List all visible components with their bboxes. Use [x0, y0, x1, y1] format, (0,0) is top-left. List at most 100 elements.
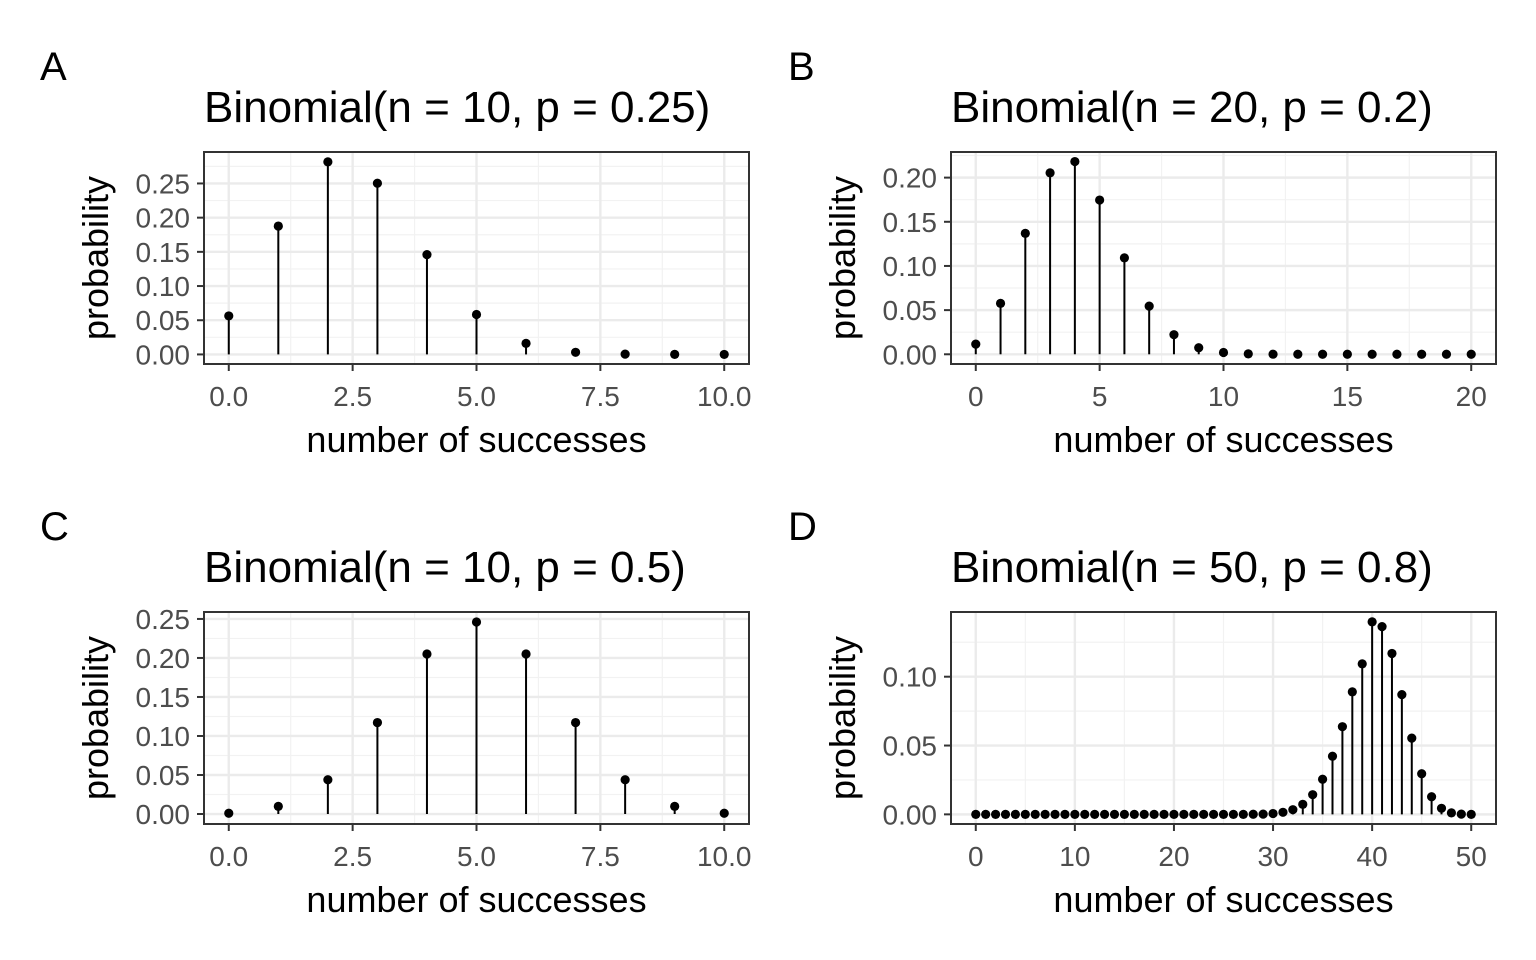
x-tick-label: 20 [1456, 381, 1487, 412]
point-0 [224, 311, 234, 321]
point-3 [372, 717, 383, 728]
x-tick-label: 5.0 [457, 381, 496, 412]
point-1 [995, 298, 1006, 309]
point-6 [521, 338, 531, 348]
y-tick-label: 0.15 [883, 207, 938, 238]
chart-title: Binomial(n = 10, p = 0.5) [204, 543, 686, 592]
point-1 [273, 801, 283, 811]
point-18 [1417, 349, 1427, 359]
y-tick-label: 0.05 [136, 305, 191, 336]
point-41 [1377, 621, 1387, 632]
point-4 [422, 249, 432, 260]
point-2 [323, 157, 333, 167]
y-tick-label: 0.05 [883, 295, 938, 326]
point-13 [1293, 349, 1303, 359]
x-tick-label: 20 [1158, 841, 1189, 872]
point-16 [1129, 809, 1139, 819]
point-3 [372, 178, 383, 188]
point-14 [1109, 809, 1120, 819]
point-18 [1149, 809, 1159, 819]
x-axis-title: number of successes [306, 419, 646, 460]
point-40 [1367, 617, 1377, 627]
point-45 [1417, 769, 1427, 779]
point-0 [971, 339, 981, 349]
panel-c: C Binomial(n = 10, p = 0.5) 0.00 0.05 0.10 0.… [40, 505, 751, 920]
point-49 [1456, 809, 1466, 819]
point-11 [1243, 349, 1253, 359]
point-22 [1189, 809, 1199, 819]
x-tick-label: 0 [968, 381, 984, 412]
point-2 [990, 809, 1001, 819]
point-15 [1342, 349, 1352, 359]
point-4 [1010, 809, 1021, 819]
x-tick-label: 10 [1208, 381, 1239, 412]
point-35 [1317, 774, 1328, 784]
point-14 [1317, 349, 1328, 359]
point-4 [422, 649, 432, 659]
point-36 [1327, 751, 1338, 761]
point-16 [1367, 349, 1377, 359]
point-5 [1095, 195, 1105, 205]
x-tick-label: 50 [1456, 841, 1487, 872]
point-24 [1208, 809, 1219, 819]
y-tick-label: 0.00 [883, 799, 938, 830]
point-20 [1466, 349, 1476, 359]
y-tick-label: 0.20 [136, 643, 191, 674]
point-1 [273, 221, 283, 231]
point-6 [521, 649, 531, 659]
y-tick-label: 0.15 [136, 237, 191, 268]
point-43 [1397, 689, 1407, 700]
point-46 [1426, 792, 1437, 802]
y-axis-title: probability [822, 636, 863, 800]
x-tick-label: 0 [968, 841, 984, 872]
point-7 [1144, 301, 1154, 311]
point-4 [1070, 156, 1080, 167]
point-12 [1090, 809, 1100, 819]
point-0 [971, 809, 981, 819]
point-17 [1139, 809, 1149, 819]
point-26 [1228, 809, 1239, 819]
point-32 [1288, 805, 1298, 815]
y-tick-label: 0.10 [136, 271, 191, 302]
point-9 [1194, 343, 1204, 353]
x-tick-label: 2.5 [333, 841, 372, 872]
point-15 [1119, 809, 1130, 819]
x-tick-label: 7.5 [581, 841, 620, 872]
y-tick-label: 0.25 [136, 168, 191, 199]
x-tick-label: 40 [1357, 841, 1388, 872]
point-30 [1268, 808, 1278, 819]
point-47 [1436, 803, 1447, 813]
point-25 [1218, 809, 1229, 819]
x-tick-label: 30 [1257, 841, 1288, 872]
point-10 [1218, 347, 1229, 358]
point-27 [1238, 809, 1248, 819]
y-tick-label: 0.00 [136, 339, 191, 370]
point-6 [1119, 253, 1130, 263]
point-42 [1387, 648, 1397, 659]
y-tick-label: 0.10 [883, 662, 938, 693]
panel-tag: C [40, 505, 69, 549]
x-tick-label: 10 [1059, 841, 1090, 872]
point-37 [1337, 722, 1348, 732]
y-tick-label: 0.20 [136, 203, 191, 234]
chart-title: Binomial(n = 50, p = 0.8) [951, 543, 1433, 592]
y-tick-label: 0.05 [136, 760, 191, 791]
x-tick-label: 2.5 [333, 381, 372, 412]
panel-d: D Binomial(n = 50, p = 0.8) 0.00 0.05 0.10 0 1… [788, 505, 1497, 920]
y-tick-label: 0.00 [136, 799, 191, 830]
x-tick-label: 5 [1092, 381, 1108, 412]
x-tick-label: 10.0 [697, 841, 752, 872]
panel-tag: D [788, 505, 817, 549]
point-5 [471, 309, 482, 320]
x-tick-label: 0.0 [209, 841, 248, 872]
point-28 [1248, 809, 1258, 819]
point-6 [1030, 809, 1040, 819]
point-17 [1392, 349, 1402, 359]
y-tick-label: 0.00 [883, 339, 938, 370]
y-tick-label: 0.15 [136, 682, 191, 713]
y-tick-label: 0.10 [136, 721, 191, 752]
x-tick-label: 15 [1332, 381, 1363, 412]
point-11 [1080, 809, 1090, 819]
point-20 [1169, 809, 1179, 819]
